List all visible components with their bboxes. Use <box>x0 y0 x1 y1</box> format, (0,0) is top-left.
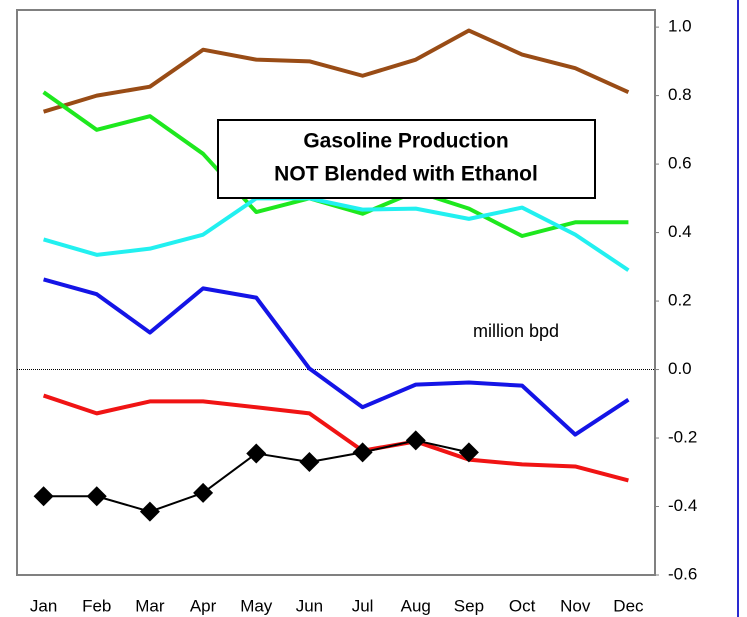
y-tick-label: 0.0 <box>668 359 692 378</box>
y-tick-label: 0.4 <box>668 222 692 241</box>
x-tick-label: Oct <box>509 596 536 615</box>
marker <box>86 486 107 507</box>
series-layer <box>17 28 655 522</box>
plot-area <box>16 9 656 576</box>
marker <box>299 452 320 472</box>
title-box <box>217 119 596 199</box>
y-tick-label: -0.4 <box>668 496 697 515</box>
x-tick-label: Aug <box>401 596 431 615</box>
marker <box>33 486 54 507</box>
annotation: million bpd <box>473 321 559 341</box>
chart-title: Gasoline Production <box>303 130 508 153</box>
x-tick-label: Mar <box>135 596 165 615</box>
y-tick-label: 1.0 <box>668 17 692 36</box>
x-tick-label: Nov <box>560 596 591 615</box>
series-line <box>43 277 630 437</box>
y-tick-label: 0.6 <box>668 154 692 173</box>
marker <box>246 443 267 464</box>
y-tick-label: -0.6 <box>668 564 697 583</box>
marker <box>352 442 373 463</box>
marker <box>139 501 160 522</box>
x-tick-label: Jun <box>296 596 323 615</box>
x-tick-label: Jan <box>30 596 57 615</box>
marker <box>193 482 214 503</box>
x-tick-label: Apr <box>190 596 217 615</box>
marker <box>458 442 479 463</box>
series-line <box>42 90 629 238</box>
y-tick-label: -0.2 <box>668 428 697 447</box>
x-tick-label: May <box>240 596 273 615</box>
x-tick-label: Feb <box>82 596 111 615</box>
x-tick-label: Jul <box>352 596 374 615</box>
series-line <box>43 28 630 114</box>
x-tick-label: Dec <box>613 596 644 615</box>
y-tick-label: 0.2 <box>668 291 692 310</box>
series-line <box>43 196 630 272</box>
chart-title: NOT Blended with Ethanol <box>274 163 538 186</box>
marker <box>405 430 426 451</box>
series-line <box>42 393 629 483</box>
y-tick-label: 0.8 <box>668 85 692 104</box>
x-tick-label: Sep <box>454 596 484 615</box>
